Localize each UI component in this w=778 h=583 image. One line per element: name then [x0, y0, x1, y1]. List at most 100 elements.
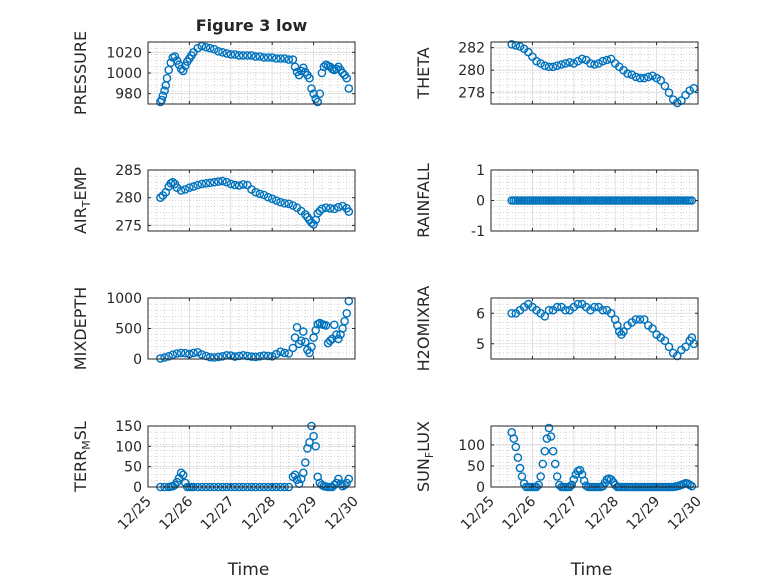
data-point [309, 219, 318, 229]
data-point [619, 327, 628, 336]
y-tick-label: 280 [115, 191, 142, 207]
data-point [536, 472, 546, 481]
y-tick-label: 278 [458, 86, 485, 102]
data-point [251, 352, 260, 362]
data-point [538, 459, 548, 469]
data-point [180, 185, 190, 194]
data-point [193, 347, 202, 357]
data-point [536, 59, 546, 68]
y-axis-label: SUNFLUX [414, 421, 436, 492]
y-tick-label: 100 [115, 439, 142, 455]
data-point [263, 53, 273, 62]
data-point [267, 194, 277, 204]
y-axis-label: TERRMSL [71, 421, 93, 493]
y-tick-label: 0 [476, 194, 485, 210]
x-axis-label: Time [227, 560, 270, 580]
y-tick-label: 275 [115, 218, 142, 234]
data-point [338, 68, 347, 78]
data-point [540, 446, 550, 456]
data-point [259, 53, 269, 62]
data-point [321, 321, 331, 330]
x-tick-label: 12/28 [239, 494, 279, 534]
x-tick-label: 12/27 [541, 494, 581, 534]
data-point [218, 48, 227, 57]
plot-area [148, 170, 355, 231]
data-point [214, 177, 223, 186]
data-point [238, 180, 248, 189]
data-point [598, 56, 608, 66]
data-point [300, 458, 310, 467]
y-tick-label: 0 [133, 480, 142, 496]
chart-title: Figure 3 low [196, 16, 308, 35]
data-point [334, 202, 343, 212]
data-point [284, 349, 294, 358]
data-point [296, 336, 306, 346]
data-point [284, 55, 294, 64]
data-point [664, 88, 674, 97]
data-point [172, 56, 182, 65]
data-point [284, 199, 294, 209]
data-point [263, 192, 273, 202]
data-point [251, 52, 260, 61]
data-point [234, 181, 244, 190]
data-point [288, 201, 298, 210]
data-point [557, 60, 566, 69]
data-point [329, 480, 339, 490]
data-point [673, 98, 682, 108]
subplot-5: 0 500 1000 MIXDEPTH [71, 287, 356, 370]
y-tick-label: 500 [115, 322, 142, 338]
y-tick-label: 285 [115, 163, 142, 179]
data-point [602, 55, 612, 65]
data-point [344, 207, 354, 216]
data-point [271, 54, 281, 63]
data-point [631, 315, 641, 324]
data-point [209, 44, 219, 54]
data-point [178, 66, 188, 76]
data-point [319, 62, 329, 72]
data-point [542, 434, 552, 443]
data-point [550, 459, 560, 469]
data-point [255, 351, 265, 361]
data-point [218, 176, 227, 186]
x-tick-label: 12/29 [281, 494, 321, 534]
data-point [280, 348, 289, 358]
data-point [214, 352, 223, 362]
data-point [342, 73, 352, 83]
data-point [259, 190, 269, 200]
data-point [685, 86, 695, 95]
subplot-3: 275 280 285 AIRTEMP [71, 163, 356, 234]
axes-box [147, 169, 356, 232]
data-point [309, 431, 318, 441]
data-point [292, 322, 302, 332]
data-point [631, 72, 641, 82]
axes-box [490, 297, 699, 360]
data-point [590, 60, 599, 69]
data-point [174, 60, 184, 69]
data-point [569, 475, 579, 484]
data-point [325, 203, 335, 213]
data-point [255, 189, 265, 199]
data-point [226, 179, 236, 189]
axes-box [490, 41, 699, 105]
data-point [271, 349, 281, 359]
data-point [342, 308, 352, 318]
data-point [176, 468, 186, 478]
data-point [160, 86, 169, 95]
x-tick-label: 12/30 [322, 494, 362, 534]
data-point [660, 81, 670, 91]
x-tick-label: 12/25 [458, 494, 498, 534]
x-tick-label: 12/30 [665, 494, 705, 534]
data-point [307, 342, 316, 352]
y-tick-label: -1 [471, 224, 485, 240]
data-point [586, 59, 595, 68]
data-point [230, 50, 240, 59]
data-point [164, 351, 173, 361]
data-point [329, 204, 339, 214]
x-tick-label: 12/25 [115, 494, 155, 534]
data-point [218, 351, 227, 361]
data-point [298, 327, 308, 336]
data-point [317, 204, 327, 214]
y-tick-label: 282 [458, 41, 485, 57]
data-point [280, 54, 289, 63]
data-point [276, 347, 285, 357]
